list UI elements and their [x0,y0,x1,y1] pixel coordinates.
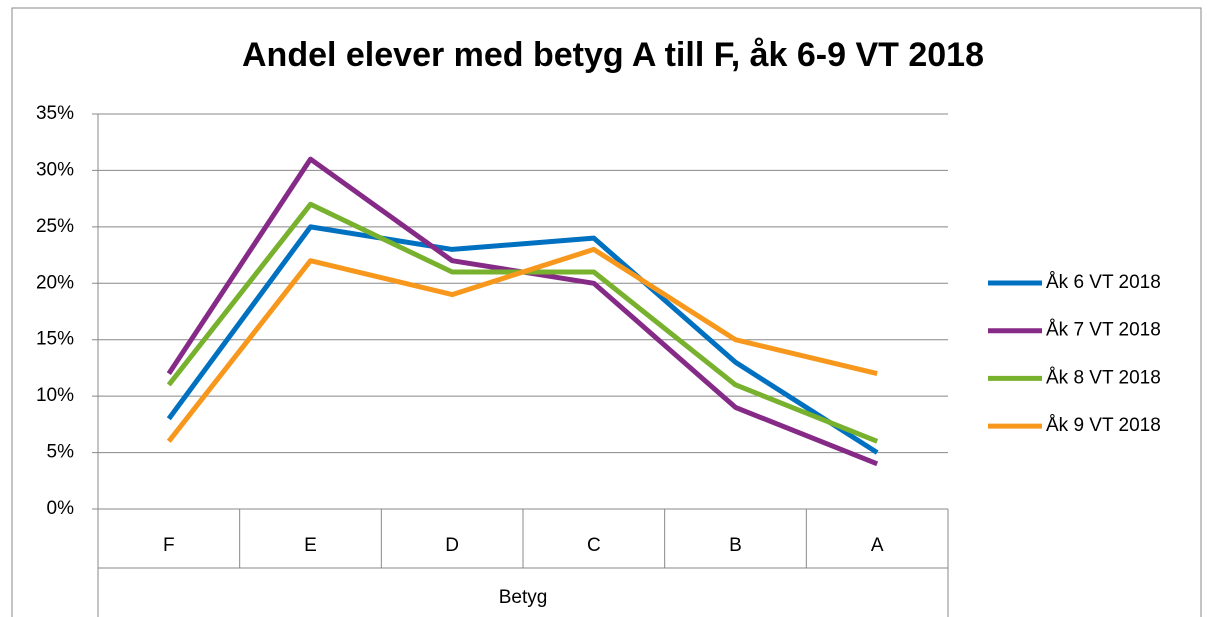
y-tick-label: 0% [47,498,75,519]
y-tick-label: 15% [36,329,74,350]
x-axis-label: Betyg [499,587,548,608]
y-tick-label: 25% [36,216,74,237]
chart-title: Andel elever med betyg A till F, åk 6-9 … [242,36,984,74]
x-tick-label: B [729,535,742,556]
x-tick-label: E [304,535,317,556]
y-tick-label: 30% [36,159,74,180]
x-tick-label: D [445,535,459,556]
y-tick-label: 20% [36,272,74,293]
series-line [166,246,878,443]
legend-label: Åk 6 VT 2018 [1046,272,1161,293]
x-tick-label: F [163,535,175,556]
legend-label: Åk 7 VT 2018 [1046,320,1161,341]
chart-frame [11,7,1202,617]
y-tick-label: 5% [47,442,75,463]
legend-label: Åk 8 VT 2018 [1046,367,1161,388]
y-tick-label: 35% [36,103,74,124]
series-line [166,224,879,455]
legend-label: Åk 9 VT 2018 [1046,415,1161,436]
x-tick-label: C [587,535,601,556]
y-tick-label: 10% [36,385,74,406]
x-tick-label: A [871,535,884,556]
